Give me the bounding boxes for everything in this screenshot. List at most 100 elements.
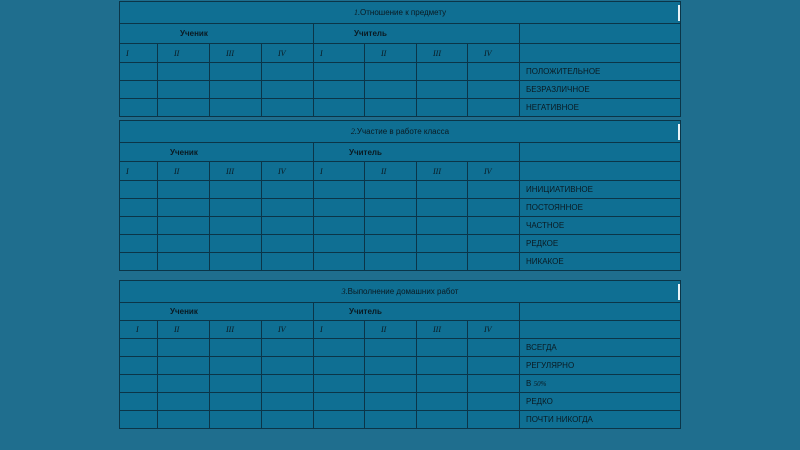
data-cell[interactable] [416, 180, 468, 199]
data-cell[interactable] [209, 234, 262, 253]
data-cell[interactable] [416, 392, 468, 411]
data-cell[interactable] [157, 198, 210, 217]
data-cell[interactable] [467, 98, 520, 117]
data-cell[interactable] [313, 392, 365, 411]
data-cell[interactable] [364, 216, 417, 235]
data-cell[interactable] [313, 374, 365, 393]
data-cell[interactable] [313, 234, 365, 253]
data-cell[interactable] [209, 80, 262, 99]
data-cell[interactable] [209, 338, 262, 357]
data-cell[interactable] [313, 80, 365, 99]
data-cell[interactable] [467, 234, 520, 253]
data-cell[interactable] [313, 180, 365, 199]
data-cell[interactable] [416, 338, 468, 357]
data-cell[interactable] [261, 180, 314, 199]
data-cell[interactable] [119, 180, 158, 199]
data-cell[interactable] [119, 98, 158, 117]
data-cell[interactable] [157, 98, 210, 117]
data-cell[interactable] [416, 356, 468, 375]
data-cell[interactable] [467, 374, 520, 393]
data-cell[interactable] [364, 198, 417, 217]
data-cell[interactable] [467, 252, 520, 271]
data-cell[interactable] [157, 216, 210, 235]
data-cell[interactable] [364, 62, 417, 81]
data-cell[interactable] [467, 180, 520, 199]
data-cell[interactable] [261, 392, 314, 411]
data-cell[interactable] [467, 410, 520, 429]
data-cell[interactable] [313, 198, 365, 217]
data-cell[interactable] [209, 62, 262, 81]
data-cell[interactable] [209, 356, 262, 375]
data-cell[interactable] [416, 198, 468, 217]
data-cell[interactable] [364, 252, 417, 271]
data-cell[interactable] [416, 374, 468, 393]
data-cell[interactable] [261, 216, 314, 235]
data-cell[interactable] [119, 198, 158, 217]
data-cell[interactable] [416, 216, 468, 235]
data-cell[interactable] [157, 392, 210, 411]
data-cell[interactable] [261, 98, 314, 117]
data-cell[interactable] [119, 80, 158, 99]
data-cell[interactable] [209, 374, 262, 393]
data-cell[interactable] [157, 410, 210, 429]
data-cell[interactable] [119, 356, 158, 375]
data-cell[interactable] [364, 356, 417, 375]
data-cell[interactable] [261, 234, 314, 253]
data-cell[interactable] [119, 392, 158, 411]
data-cell[interactable] [467, 338, 520, 357]
data-cell[interactable] [313, 62, 365, 81]
data-cell[interactable] [157, 252, 210, 271]
data-cell[interactable] [261, 80, 314, 99]
data-cell[interactable] [364, 98, 417, 117]
data-cell[interactable] [313, 252, 365, 271]
data-cell[interactable] [313, 410, 365, 429]
data-cell[interactable] [364, 180, 417, 199]
data-cell[interactable] [313, 338, 365, 357]
data-cell[interactable] [209, 410, 262, 429]
data-cell[interactable] [209, 98, 262, 117]
data-cell[interactable] [119, 234, 158, 253]
data-cell[interactable] [261, 338, 314, 357]
data-cell[interactable] [364, 410, 417, 429]
data-cell[interactable] [467, 216, 520, 235]
data-cell[interactable] [157, 374, 210, 393]
data-cell[interactable] [416, 98, 468, 117]
data-cell[interactable] [261, 356, 314, 375]
data-cell[interactable] [209, 216, 262, 235]
data-cell[interactable] [261, 374, 314, 393]
data-cell[interactable] [467, 356, 520, 375]
data-cell[interactable] [261, 252, 314, 271]
data-cell[interactable] [467, 62, 520, 81]
data-cell[interactable] [209, 392, 262, 411]
data-cell[interactable] [364, 234, 417, 253]
data-cell[interactable] [157, 338, 210, 357]
data-cell[interactable] [313, 216, 365, 235]
data-cell[interactable] [261, 410, 314, 429]
data-cell[interactable] [313, 356, 365, 375]
data-cell[interactable] [119, 216, 158, 235]
data-cell[interactable] [119, 62, 158, 81]
data-cell[interactable] [157, 80, 210, 99]
data-cell[interactable] [209, 252, 262, 271]
data-cell[interactable] [119, 338, 158, 357]
data-cell[interactable] [467, 392, 520, 411]
data-cell[interactable] [209, 198, 262, 217]
data-cell[interactable] [416, 80, 468, 99]
data-cell[interactable] [364, 392, 417, 411]
data-cell[interactable] [119, 410, 158, 429]
data-cell[interactable] [119, 252, 158, 271]
data-cell[interactable] [467, 80, 520, 99]
data-cell[interactable] [157, 62, 210, 81]
data-cell[interactable] [416, 234, 468, 253]
data-cell[interactable] [416, 252, 468, 271]
data-cell[interactable] [364, 374, 417, 393]
data-cell[interactable] [157, 180, 210, 199]
data-cell[interactable] [416, 62, 468, 81]
data-cell[interactable] [467, 198, 520, 217]
data-cell[interactable] [416, 410, 468, 429]
data-cell[interactable] [119, 374, 158, 393]
data-cell[interactable] [261, 62, 314, 81]
data-cell[interactable] [364, 338, 417, 357]
data-cell[interactable] [261, 198, 314, 217]
data-cell[interactable] [209, 180, 262, 199]
